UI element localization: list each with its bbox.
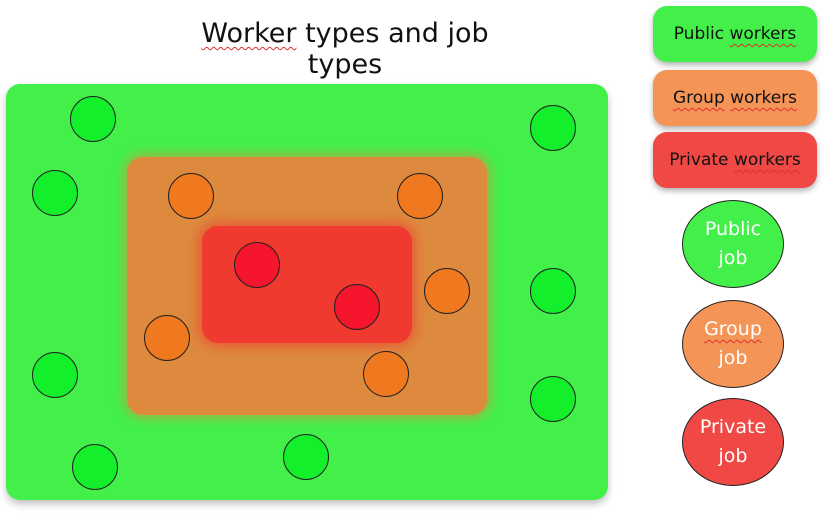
- diagram-title: Worker types and job types: [160, 18, 530, 80]
- group-job-dot: [424, 268, 470, 314]
- legend-group-workers-word1: Group: [672, 88, 725, 108]
- public-job-dot: [530, 268, 576, 314]
- legend-public-job-line1: Public: [704, 218, 762, 240]
- legend-private-workers: Private workers: [653, 132, 817, 188]
- public-job-dot: [32, 170, 78, 216]
- legend-public-workers-word1: Public: [673, 24, 725, 44]
- legend-group-job-line1: Group: [704, 318, 762, 340]
- group-job-dot: [168, 173, 214, 219]
- legend-private-job: Private job: [682, 398, 784, 486]
- group-job-dot: [397, 173, 443, 219]
- private-job-dot: [334, 284, 380, 330]
- legend-private-job-line1: Private: [699, 416, 767, 438]
- public-job-dot: [70, 96, 116, 142]
- public-job-dot: [72, 444, 118, 490]
- title-rest: types and job types: [296, 18, 489, 80]
- legend-group-workers-word2: workers: [730, 88, 797, 108]
- public-job-dot: [283, 434, 329, 480]
- legend-group-workers: Group workers: [653, 70, 817, 126]
- public-job-dot: [32, 352, 78, 398]
- legend-public-workers: Public workers: [653, 6, 817, 62]
- private-workers-zone: [202, 226, 412, 343]
- legend-public-job-line2: job: [718, 247, 748, 269]
- public-job-dot: [530, 105, 576, 151]
- legend-public-workers-word2: workers: [729, 24, 797, 44]
- legend-private-job-line2: job: [718, 445, 748, 467]
- legend-private-workers-word2: workers: [733, 150, 801, 170]
- group-job-dot: [363, 351, 409, 397]
- title-word-worker: Worker: [201, 18, 297, 49]
- legend-group-job-line2: job: [718, 347, 748, 369]
- legend-group-job: Group job: [682, 300, 784, 388]
- legend-private-workers-word1: Private: [669, 150, 729, 170]
- group-job-dot: [144, 315, 190, 361]
- private-job-dot: [234, 242, 280, 288]
- legend-public-job: Public job: [682, 200, 784, 288]
- public-job-dot: [530, 376, 576, 422]
